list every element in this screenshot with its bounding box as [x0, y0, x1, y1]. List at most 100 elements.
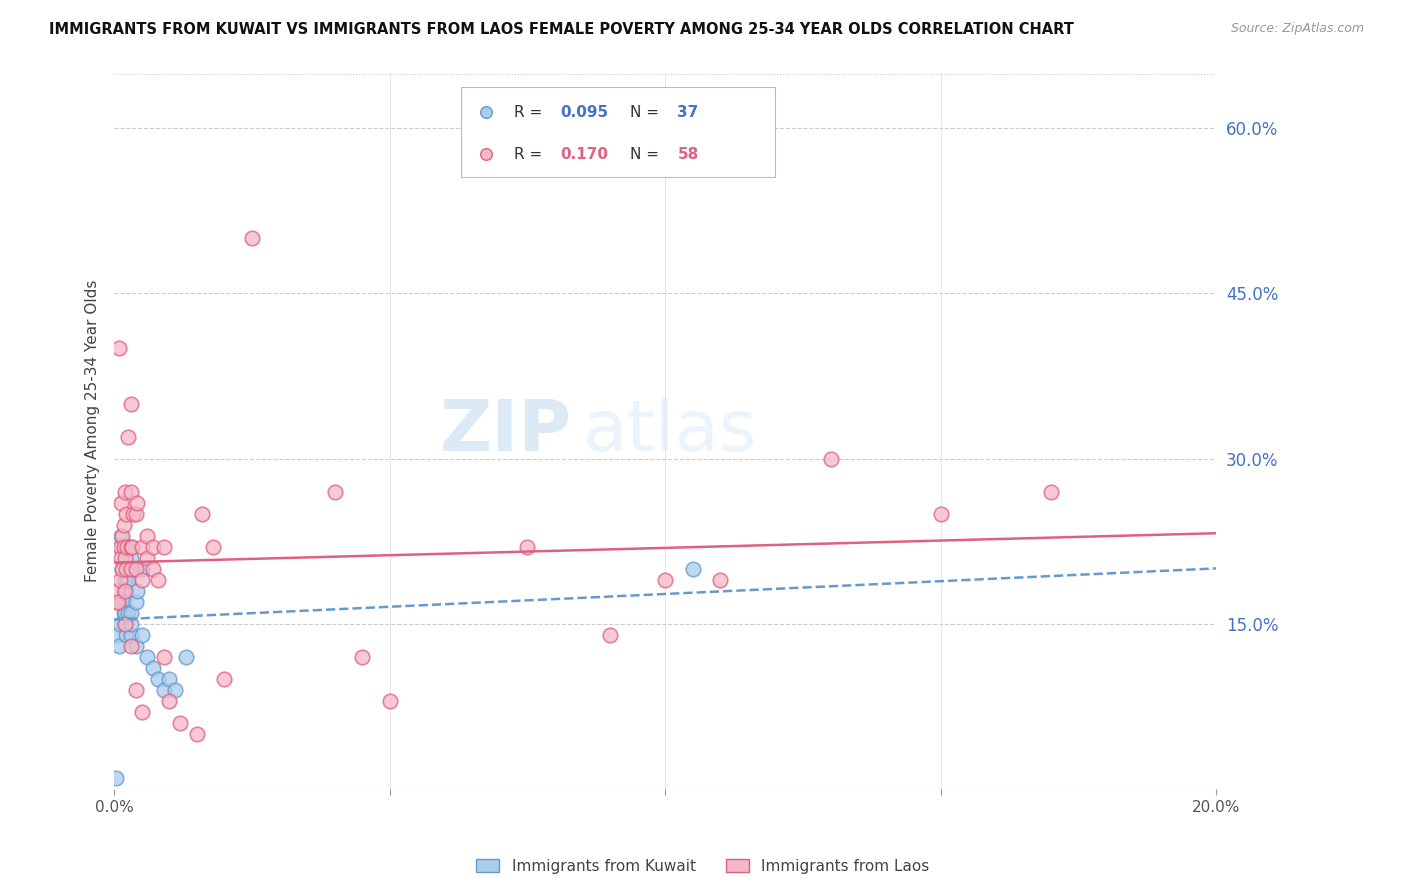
Point: [117, 429, 139, 443]
Point: [115, 562, 138, 576]
Point: [152, 540, 174, 554]
Point: [127, 496, 149, 510]
Point: [122, 562, 145, 576]
Point: [107, 342, 129, 356]
Point: [516, 540, 538, 554]
Point: [108, 616, 131, 631]
Text: R =: R =: [515, 105, 547, 120]
Point: [1039, 484, 1062, 499]
Point: [125, 507, 148, 521]
Point: [125, 595, 148, 609]
Point: [120, 396, 142, 410]
Point: [120, 540, 142, 554]
Point: [120, 550, 142, 565]
FancyBboxPatch shape: [461, 87, 776, 177]
Point: [174, 649, 197, 664]
Text: 0.170: 0.170: [561, 147, 609, 162]
Point: [104, 595, 127, 609]
Point: [136, 649, 159, 664]
Point: [117, 606, 139, 620]
Point: [122, 507, 145, 521]
Point: [131, 573, 153, 587]
Point: [115, 540, 138, 554]
Point: [108, 595, 131, 609]
Point: [682, 562, 704, 576]
Point: [157, 672, 180, 686]
Point: [163, 683, 186, 698]
Point: [214, 672, 236, 686]
Point: [131, 562, 153, 576]
Point: [111, 529, 134, 543]
Point: [136, 550, 159, 565]
Text: N =: N =: [630, 105, 664, 120]
Point: [131, 628, 153, 642]
Point: [148, 573, 170, 587]
Text: atlas: atlas: [582, 397, 756, 466]
Text: IMMIGRANTS FROM KUWAIT VS IMMIGRANTS FROM LAOS FEMALE POVERTY AMONG 25-34 YEAR O: IMMIGRANTS FROM KUWAIT VS IMMIGRANTS FRO…: [49, 22, 1074, 37]
Point: [152, 683, 174, 698]
Point: [112, 595, 135, 609]
Text: R =: R =: [515, 147, 547, 162]
Point: [105, 628, 128, 642]
Point: [148, 672, 170, 686]
Point: [110, 529, 132, 543]
Point: [114, 616, 136, 631]
Point: [142, 661, 165, 675]
Point: [323, 484, 346, 499]
Point: [105, 771, 128, 785]
Point: [111, 562, 134, 576]
Point: [112, 606, 135, 620]
Point: [820, 451, 842, 466]
Point: [112, 517, 135, 532]
Point: [131, 705, 153, 719]
Point: [114, 573, 136, 587]
Point: [136, 529, 159, 543]
Point: [115, 507, 138, 521]
Point: [120, 606, 142, 620]
Point: [125, 562, 148, 576]
Point: [112, 540, 135, 554]
Point: [127, 583, 149, 598]
Point: [105, 583, 128, 598]
Point: [117, 573, 139, 587]
Point: [120, 562, 142, 576]
Text: 37: 37: [678, 105, 699, 120]
Text: Source: ZipAtlas.com: Source: ZipAtlas.com: [1230, 22, 1364, 36]
Point: [352, 649, 374, 664]
Point: [108, 540, 131, 554]
Point: [115, 540, 138, 554]
Point: [709, 573, 731, 587]
Point: [120, 616, 142, 631]
Point: [108, 573, 131, 587]
Point: [111, 595, 134, 609]
Point: [240, 231, 263, 245]
Point: [120, 628, 142, 642]
Point: [125, 639, 148, 653]
Point: [157, 694, 180, 708]
Point: [142, 562, 165, 576]
Point: [152, 649, 174, 664]
Point: [110, 540, 132, 554]
Text: ZIP: ZIP: [439, 397, 572, 466]
Legend: Immigrants from Kuwait, Immigrants from Laos: Immigrants from Kuwait, Immigrants from …: [471, 853, 935, 880]
Point: [599, 628, 621, 642]
Point: [121, 540, 143, 554]
Point: [929, 507, 952, 521]
Point: [114, 550, 136, 565]
Point: [169, 716, 191, 731]
Text: 58: 58: [678, 147, 699, 162]
Text: N =: N =: [630, 147, 664, 162]
Point: [191, 507, 214, 521]
Point: [142, 540, 165, 554]
Point: [111, 562, 134, 576]
Point: [378, 694, 401, 708]
Point: [186, 727, 208, 741]
Point: [120, 484, 142, 499]
Point: [202, 540, 225, 554]
Point: [112, 583, 135, 598]
Point: [107, 595, 129, 609]
Point: [120, 639, 142, 653]
Point: [107, 639, 129, 653]
Point: [114, 583, 136, 598]
Point: [125, 683, 148, 698]
